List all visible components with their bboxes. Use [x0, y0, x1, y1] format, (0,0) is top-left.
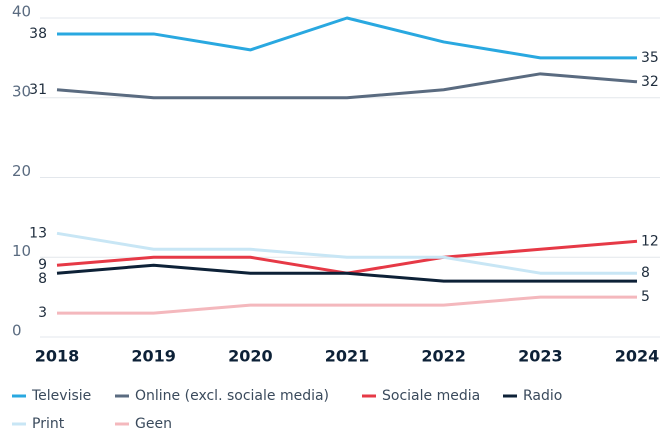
legend-label: Online (excl. sociale media): [135, 388, 329, 404]
x-tick-label: 2021: [325, 347, 370, 366]
data-label: 8: [38, 271, 47, 287]
data-label: 9: [38, 257, 47, 273]
y-tick-label: 10: [12, 242, 31, 260]
x-tick-label: 2018: [35, 347, 80, 366]
legend-label: Sociale media: [382, 388, 480, 404]
legend-label: Geen: [135, 416, 172, 432]
series-line: [56, 263, 637, 283]
data-label: 13: [29, 225, 47, 241]
data-label: 31: [29, 82, 47, 98]
legend-label: Radio: [523, 388, 562, 404]
x-tick-label: 2020: [228, 347, 273, 366]
data-label: 12: [641, 233, 659, 249]
y-tick-label: 30: [12, 82, 31, 100]
data-label: 3: [38, 305, 47, 321]
x-tick-label: 2019: [131, 347, 176, 366]
x-tick-label: 2022: [421, 347, 466, 366]
data-label: 38: [29, 26, 47, 42]
y-tick-label: 40: [12, 3, 31, 21]
legend-label: Print: [32, 416, 65, 432]
series-line: [57, 16, 637, 60]
legend-label: Televisie: [31, 388, 91, 404]
series-line: [56, 72, 638, 100]
data-label: 35: [641, 50, 659, 66]
x-tick-label: 2023: [518, 347, 563, 366]
series-line: [56, 231, 637, 275]
x-tick-label: 2024: [615, 347, 660, 366]
data-label: 5: [641, 289, 650, 305]
series-line: [57, 295, 637, 315]
data-label: 8: [641, 265, 650, 281]
y-tick-label: 20: [12, 162, 31, 180]
y-tick-label: 0: [12, 322, 22, 340]
data-label: 32: [641, 74, 659, 90]
